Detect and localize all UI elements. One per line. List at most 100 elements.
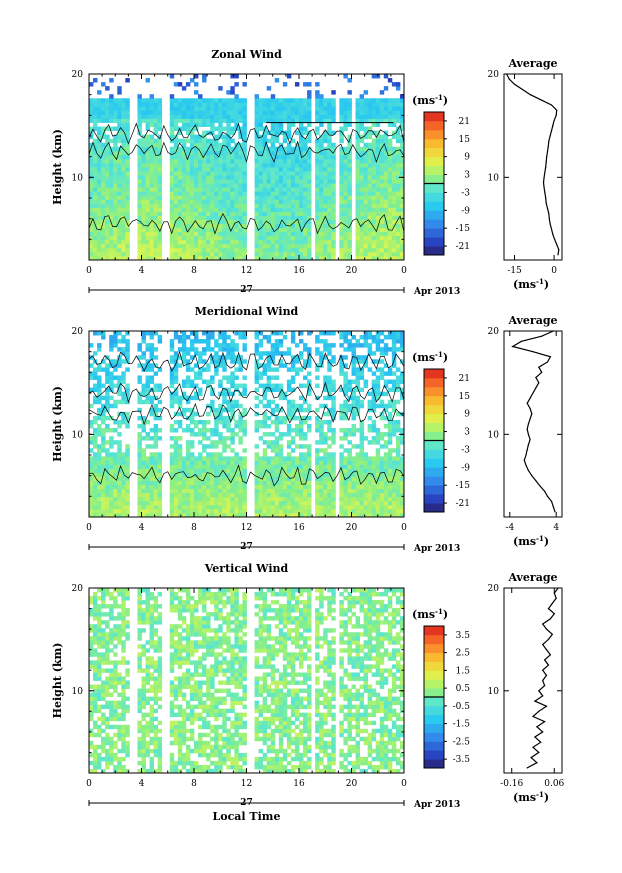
- heatmap-cell: [319, 223, 324, 229]
- heatmap-cell: [109, 118, 114, 123]
- heatmap-cell: [282, 235, 288, 241]
- heatmap-cell: [210, 122, 215, 127]
- heatmap-cell: [303, 171, 308, 176]
- heatmap-cell: [351, 472, 356, 477]
- heatmap-cell: [153, 110, 159, 115]
- heatmap-cell: [395, 167, 401, 172]
- heatmap-cell: [375, 387, 381, 393]
- heatmap-cell: [117, 347, 122, 352]
- heatmap-cell: [391, 102, 397, 107]
- heatmap-cell: [149, 395, 155, 401]
- heatmap-cell: [294, 492, 300, 498]
- heatmap-cell: [181, 476, 187, 482]
- heatmap-cell: [169, 171, 175, 176]
- heatmap-cell: [93, 480, 98, 486]
- heatmap-cell: [270, 130, 276, 136]
- heatmap-cell: [371, 158, 377, 164]
- heatmap-cell: [315, 395, 320, 401]
- heatmap-cell: [214, 508, 219, 514]
- heatmap-cell: [198, 247, 203, 253]
- heatmap-cell: [181, 158, 187, 164]
- heatmap-cell: [399, 118, 405, 123]
- heatmap-cell: [254, 363, 260, 368]
- heatmap-cell: [303, 251, 308, 257]
- heatmap-cell: [101, 448, 106, 453]
- heatmap-cell: [319, 239, 324, 245]
- heatmap-cell: [149, 223, 155, 229]
- heatmap-cell: [274, 444, 280, 449]
- heatmap-cell: [262, 472, 268, 477]
- heatmap-cell: [149, 508, 155, 514]
- heatmap-cell: [299, 122, 304, 127]
- heatmap-cell: [395, 150, 401, 156]
- heatmap-cell: [367, 118, 373, 123]
- heatmap-cell: [258, 187, 264, 192]
- heatmap-cell: [339, 335, 344, 340]
- heatmap-cell: [153, 508, 159, 514]
- heatmap-cell: [157, 239, 163, 245]
- heatmap-cell: [206, 183, 211, 188]
- heatmap-cell: [266, 162, 272, 168]
- heatmap-cell: [391, 187, 397, 192]
- heatmap-cell: [117, 355, 122, 360]
- heatmap-cell: [282, 134, 288, 140]
- heatmap-cell: [367, 456, 373, 461]
- heatmap-cell: [206, 219, 211, 225]
- heatmap-cell: [343, 508, 348, 514]
- heatmap-cell: [242, 375, 247, 380]
- heatmap-cell: [105, 355, 110, 360]
- heatmap-cell: [327, 110, 332, 115]
- heatmap-cell: [379, 179, 385, 184]
- heatmap-cell: [177, 191, 183, 196]
- heatmap-cell: [93, 110, 98, 115]
- heatmap-cell: [149, 175, 155, 180]
- heatmap-cell: [327, 391, 332, 397]
- heatmap-cell: [214, 146, 219, 152]
- heatmap-cell: [367, 476, 373, 482]
- heatmap-cell: [347, 191, 352, 196]
- heatmap-cell: [157, 162, 163, 168]
- heatmap-cell: [294, 403, 300, 409]
- heatmap-cell: [125, 187, 130, 192]
- heatmap-cell: [387, 102, 393, 107]
- heatmap-cell: [375, 167, 381, 172]
- heatmap-cell: [105, 239, 110, 245]
- heatmap-cell: [137, 484, 142, 490]
- heatmap-cell: [347, 179, 352, 184]
- heatmap-cell: [375, 448, 381, 453]
- heatmap-cell: [315, 110, 320, 115]
- heatmap-cell: [355, 175, 360, 180]
- heatmap-cell: [286, 496, 292, 502]
- heatmap-cell: [177, 436, 183, 441]
- heatmap-cell: [371, 387, 377, 393]
- heatmap-cell: [270, 187, 276, 192]
- heatmap-cell: [141, 456, 146, 461]
- heatmap-cell: [214, 183, 219, 188]
- heatmap-cell: [355, 403, 360, 409]
- heatmap-cell: [258, 146, 264, 152]
- heatmap-cell: [181, 508, 187, 514]
- heatmap-cell: [189, 102, 195, 107]
- heatmap-cell: [101, 480, 106, 486]
- heatmap-cell: [125, 399, 130, 405]
- heatmap-cell: [331, 90, 336, 95]
- heatmap-cell: [387, 114, 393, 119]
- heatmap-cell: [323, 243, 328, 249]
- heatmap-cell: [137, 227, 142, 233]
- x-tick-label: 12: [241, 266, 252, 276]
- heatmap-cell: [97, 363, 102, 368]
- heatmap-cell: [303, 102, 308, 107]
- heatmap-cell: [210, 215, 215, 220]
- heatmap-cell: [153, 371, 159, 376]
- heatmap-cell: [222, 363, 227, 368]
- heatmap-cell: [379, 102, 385, 107]
- heatmap-cell: [270, 375, 276, 380]
- heatmap-cell: [181, 142, 187, 148]
- heatmap-cell: [266, 175, 272, 180]
- heatmap-cell: [371, 142, 377, 148]
- heatmap-cell: [303, 407, 308, 413]
- heatmap-cell: [294, 460, 300, 465]
- heatmap-cell: [395, 106, 401, 111]
- heatmap-cell: [290, 496, 296, 502]
- heatmap-cell: [153, 158, 159, 164]
